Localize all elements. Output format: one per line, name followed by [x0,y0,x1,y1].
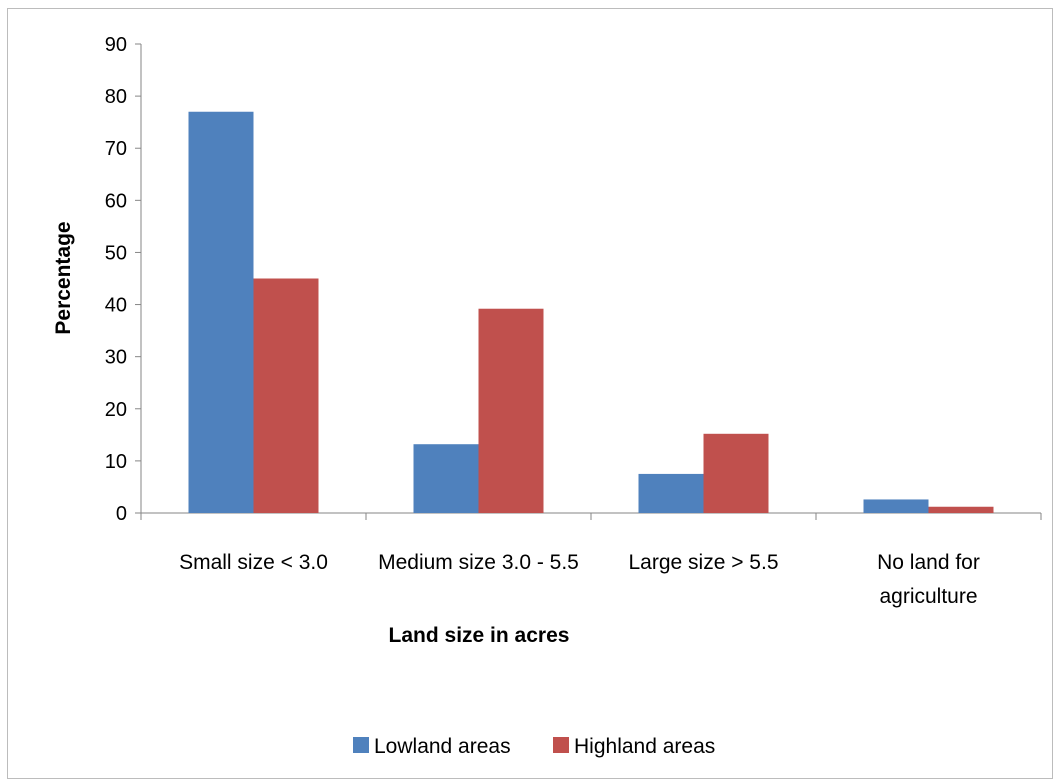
chart-labels: 0 10 20 30 40 50 60 70 80 90 Small size < 3.0 Mediu… [52,34,980,647]
bar-lowland-areas [638,473,704,513]
y-tick-label: 0 [116,503,127,525]
bar-highland-areas [928,506,994,513]
bar-highland-areas [478,308,544,513]
chart-legend: Lowland areas Highland areas [353,735,715,758]
bar-lowland-areas [413,444,479,513]
x-category-label: Large size > 5.5 [628,551,778,574]
y-tick-label: 40 [105,295,127,317]
x-category-label: Small size < 3.0 [179,551,328,574]
y-tick-label: 50 [105,242,127,264]
legend-label: Highland areas [574,735,715,758]
chart-bars [188,111,994,513]
x-category-label: No land for [877,551,980,574]
x-axis-title: Land size in acres [389,624,570,647]
y-tick-label: 60 [105,190,127,212]
y-tick-label: 90 [105,34,127,56]
legend-swatch [553,737,569,753]
x-category-label: agriculture [879,585,977,608]
legend-swatch [353,737,369,753]
legend-label: Lowland areas [374,735,511,758]
y-tick-label: 70 [105,138,127,160]
y-tick-label: 80 [105,86,127,108]
bar-lowland-areas [863,499,929,513]
y-tick-label: 10 [105,451,127,473]
y-tick-label: 30 [105,347,127,369]
y-tick-label: 20 [105,399,127,421]
y-axis-title: Percentage [52,221,75,334]
bar-lowland-areas [188,111,254,513]
bar-highland-areas [253,278,319,513]
bar-highland-areas [703,433,769,513]
x-category-label: Medium size 3.0 - 5.5 [378,551,579,574]
